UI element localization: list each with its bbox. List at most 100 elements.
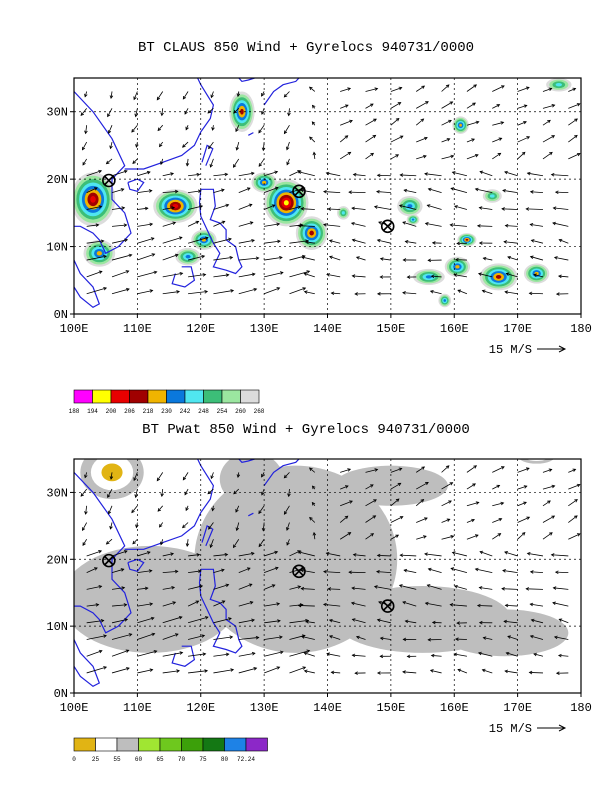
field-cell-5 (441, 609, 569, 657)
y-tick-label-0: 0N (54, 687, 68, 701)
pwat-chart: 100E 110E 120E 130E 140E 150E 160E 170E 180 0N 10N… (46, 458, 592, 763)
coastline-10 (248, 512, 254, 517)
coastline-1 (74, 259, 101, 309)
field-cell-11 (406, 214, 420, 225)
y-tick-label-3: 30N (46, 486, 68, 500)
colorbar-swatch-3 (138, 737, 161, 752)
coastline-6 (171, 645, 196, 667)
field-cell-3 (191, 229, 217, 250)
colorbar-swatch-7 (224, 737, 247, 752)
x-tick-label-4: 140E (313, 701, 342, 715)
coastline-3 (127, 178, 145, 192)
x-tick-label-0: 100E (60, 701, 89, 715)
coastline-2 (124, 78, 215, 170)
colorbar-label-3: 206 (124, 408, 135, 415)
coastline-0 (74, 471, 132, 634)
colorbar-swatch-6 (184, 389, 204, 404)
colorbar-swatch-4 (147, 389, 167, 404)
coastline-6 (171, 266, 196, 288)
x-tick-label-0: 100E (60, 322, 89, 336)
plot-area (74, 78, 581, 314)
field-cell-1 (83, 239, 116, 267)
field-cell-14 (482, 189, 502, 203)
coastline-7 (263, 459, 300, 487)
colorbar-label-7: 248 (198, 408, 209, 415)
field-cell-7 (251, 172, 277, 193)
x-tick-label-3: 130E (250, 322, 279, 336)
colorbar-label-0: 188 (69, 408, 80, 415)
gyre-marker-2 (380, 219, 395, 234)
coastline-7 (263, 78, 300, 106)
x-tick-label-1: 110E (123, 322, 152, 336)
field-cell-15 (413, 268, 445, 286)
field-cell-1 (519, 459, 554, 464)
x-tick-label-5: 150E (376, 701, 405, 715)
coastline-0 (74, 91, 132, 255)
x-tick-label-6: 160E (440, 322, 469, 336)
field-cell-3 (74, 545, 239, 653)
field-cell-5 (229, 91, 255, 132)
vector-ref-label: 15 M/S (489, 722, 532, 736)
colorbar-label-3: 60 (135, 756, 143, 763)
x-tick-label-2: 120E (186, 701, 215, 715)
x-tick-label-4: 140E (313, 322, 342, 336)
field-cell-19 (546, 78, 572, 92)
colorbar-swatch-0 (73, 389, 93, 404)
colorbar-label-4: 65 (156, 756, 164, 763)
x-tick-label-7: 170E (503, 322, 532, 336)
colorbar-label-6: 242 (180, 408, 191, 415)
colorbar-swatch-1 (92, 389, 112, 404)
colorbar-label-2: 55 (113, 756, 121, 763)
field-cell-8 (295, 216, 328, 250)
colorbar-label-5: 230 (161, 408, 172, 415)
wind-vectors (80, 84, 581, 296)
x-tick-label-1: 110E (123, 701, 152, 715)
colorbar-swatch-5 (181, 737, 204, 752)
x-tick-label-2: 120E (186, 322, 215, 336)
coastline-2 (124, 459, 215, 550)
gyre-marker-1 (292, 184, 306, 199)
x-tick-label-3: 130E (250, 701, 279, 715)
colorbar-label-10: 268 (254, 408, 265, 415)
field-cell-9 (337, 206, 350, 220)
x-tick-label-8: 180 (570, 701, 592, 715)
colorbar-swatch-8 (221, 389, 241, 404)
colorbar-swatch-3 (129, 389, 149, 404)
gyre-marker-2 (380, 599, 395, 613)
y-tick-label-1: 10N (46, 241, 68, 255)
gyre-marker-0 (102, 173, 116, 188)
coastline-10 (248, 132, 254, 136)
coastline-8 (238, 78, 255, 83)
colorbar-swatch-0 (73, 737, 96, 752)
y-tick-label-0: 0N (54, 308, 68, 322)
coastline-9 (229, 78, 230, 79)
field-cell-20 (438, 293, 452, 308)
field-cell-4 (175, 247, 201, 266)
coastline-5 (198, 188, 243, 275)
y-tick-label-2: 20N (46, 173, 68, 187)
field-cell-17 (479, 263, 518, 291)
gyre-marker-1 (292, 564, 306, 579)
vector-ref-arrowhead (558, 345, 567, 353)
colorbar-label-6: 75 (199, 756, 207, 763)
x-tick-label-7: 170E (503, 701, 532, 715)
colorbar-label-9: 260 (235, 408, 246, 415)
colorbar-swatch-9 (240, 389, 260, 404)
colorbar-label-1: 25 (92, 756, 100, 763)
colorbar-label-8: 72.24 (237, 756, 255, 763)
colorbar-swatch-2 (116, 737, 139, 752)
vector-ref-arrowhead (558, 724, 567, 732)
field-cell-13 (457, 233, 477, 247)
colorbar-label-4: 218 (143, 408, 154, 415)
colorbar-label-5: 70 (178, 756, 186, 763)
colorbar-swatch-7 (203, 389, 223, 404)
plot-area (74, 459, 581, 693)
vector-ref-label: 15 M/S (489, 343, 532, 357)
y-tick-label-3: 30N (46, 106, 68, 120)
x-tick-label-6: 160E (440, 701, 469, 715)
coastline-1 (74, 639, 101, 688)
coastline-9 (229, 459, 230, 460)
y-tick-label-2: 20N (46, 553, 68, 567)
colorbar-label-1: 194 (87, 408, 98, 415)
